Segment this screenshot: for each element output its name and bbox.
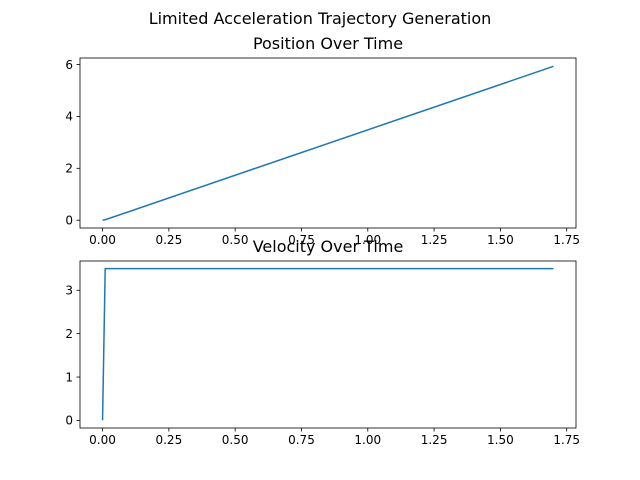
velocity-axes-title: Velocity Over Time (253, 237, 404, 256)
position-x-tick-label: 1.50 (487, 233, 514, 247)
position-y-tick-label: 6 (65, 58, 73, 72)
velocity-subplot: 0.00 0.25 0.50 0.75 1.00 1.25 1.50 1.75 0 1 2 3 Velo… (65, 237, 580, 447)
position-y-tick-label: 4 (65, 110, 73, 124)
velocity-x-tick-label: 1.75 (553, 433, 580, 447)
position-axes-title: Position Over Time (253, 34, 403, 53)
position-y-tick-label: 2 (65, 162, 73, 176)
velocity-y-tick-label: 3 (65, 284, 73, 298)
velocity-x-tick-label: 0.50 (222, 433, 249, 447)
velocity-x-tick-label: 0.75 (288, 433, 315, 447)
position-x-tick-label: 1.25 (421, 233, 448, 247)
velocity-y-tick-label: 1 (65, 370, 73, 384)
position-series-line-0 (102, 65, 554, 221)
position-x-tick-label: 0.75 (288, 233, 315, 247)
velocity-y-tick-label: 0 (65, 414, 73, 428)
position-subplot: 0.00 0.25 0.50 0.75 1.00 1.25 1.50 1.75 0 2 4 6 Posi… (65, 34, 580, 247)
position-x-tick-label: 1.00 (354, 233, 381, 247)
position-x-tick-label: 0.00 (89, 233, 116, 247)
velocity-x-tick-label: 1.25 (421, 433, 448, 447)
position-x-tick-label: 1.75 (553, 233, 580, 247)
position-y-tick-label: 0 (65, 214, 73, 228)
position-axes-frame (79, 57, 577, 229)
position-x-tick-label: 0.50 (222, 233, 249, 247)
velocity-x-tick-label: 0.00 (89, 433, 116, 447)
velocity-y-tick-label: 2 (65, 327, 73, 341)
velocity-x-tick-label: 0.25 (155, 433, 182, 447)
velocity-x-tick-label: 1.50 (487, 433, 514, 447)
velocity-series-line-0 (101, 267, 554, 421)
position-x-tick-label: 0.25 (155, 233, 182, 247)
velocity-x-tick-label: 1.00 (354, 433, 381, 447)
figure-suptitle: Limited Acceleration Trajectory Generati… (149, 9, 492, 28)
velocity-axes-frame (79, 260, 577, 429)
